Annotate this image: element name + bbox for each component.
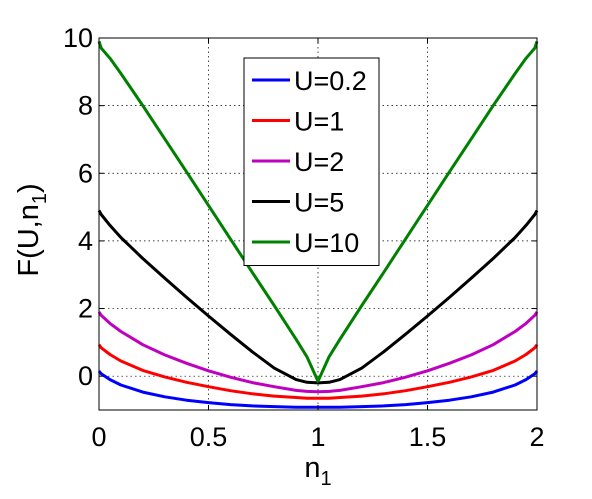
series-lines	[97, 40, 539, 409]
y-axis-label: F(U,n1)	[13, 183, 51, 276]
legend-label-0: U=0.2	[294, 66, 367, 96]
ticks	[98, 37, 538, 410]
y-tick-label-5: 10	[63, 23, 93, 53]
series-line-3	[97, 209, 539, 385]
x-tick-label-1: 0.5	[190, 422, 228, 452]
y-tick-label-0: 0	[78, 361, 93, 391]
series-line-1	[97, 343, 539, 400]
legend-label-3: U=5	[294, 188, 344, 218]
x-tick-label-4: 2	[529, 422, 544, 452]
legend-label-2: U=2	[294, 147, 344, 177]
series-line-4	[97, 40, 539, 383]
x-tick-label-3: 1.5	[409, 422, 447, 452]
legend-label-1: U=1	[294, 107, 344, 137]
legend-label-4: U=10	[294, 228, 359, 258]
x-tick-label-0: 0	[91, 422, 106, 452]
y-tick-label-4: 8	[78, 91, 93, 121]
x-tick-label-2: 1	[310, 422, 325, 452]
series-line-2	[97, 311, 539, 394]
y-tick-label-3: 6	[78, 158, 93, 188]
y-tick-label-2: 4	[78, 226, 93, 256]
x-axis-label: n1	[304, 452, 331, 490]
legend: U=0.2 U=1 U=2 U=5 U=10	[243, 57, 380, 266]
y-tick-label-1: 2	[78, 294, 93, 324]
tick-labels: 0 0.5 1 1.5 2 0 2 4 6 8 10	[63, 23, 545, 452]
